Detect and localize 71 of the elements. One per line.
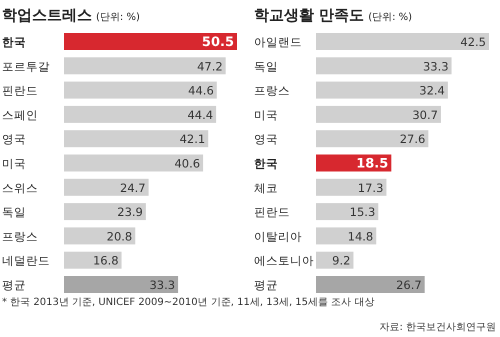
y-tick-label: 이탈리아 xyxy=(254,229,302,244)
chart-subtitle: (단위: %) xyxy=(96,12,140,23)
bar xyxy=(64,276,178,293)
y-tick-label: 독일 xyxy=(254,59,278,74)
data-label: 44.4 xyxy=(187,108,214,122)
bar xyxy=(64,178,149,196)
y-tick-label: 핀란드 xyxy=(254,205,290,220)
data-label: 50.5 xyxy=(202,35,234,50)
data-label: 20.8 xyxy=(106,229,132,244)
data-label: 9.2 xyxy=(332,254,350,268)
bar xyxy=(64,252,122,269)
text: 자료: 한국보건사회연구원 xyxy=(379,322,496,333)
data-label: 42.5 xyxy=(460,35,486,49)
y-tick-label: 스페인 xyxy=(2,108,38,122)
y-tick-label: 한국 xyxy=(254,156,278,170)
data-label: 32.4 xyxy=(419,84,445,98)
annotation: * 한국 2013년 기준, UNICEF 2009~2010년 기준, 11세, 13세, 15세를 조사 대상 xyxy=(2,297,374,308)
y-tick-label: 프랑스 xyxy=(254,84,290,98)
data-label: 15.3 xyxy=(350,205,376,220)
bar xyxy=(316,82,448,99)
y-tick-label: 포르투갈 xyxy=(2,59,50,74)
data-label: 26.7 xyxy=(396,278,422,292)
y-tick-label: 체코 xyxy=(254,180,278,195)
data-label: 47.2 xyxy=(197,59,223,74)
data-label: 14.8 xyxy=(348,229,374,244)
chart-title: 학교생활 만족도 xyxy=(254,6,364,24)
data-label: 17.3 xyxy=(358,180,384,195)
bar xyxy=(64,33,237,50)
bar xyxy=(316,57,452,74)
bar xyxy=(64,227,136,244)
y-tick-label: 핀란드 xyxy=(2,84,38,98)
chart-subtitle: (단위: %) xyxy=(368,12,412,23)
y-tick-label: 프랑스 xyxy=(2,229,38,244)
data-label: 23.9 xyxy=(117,205,143,220)
y-tick-label: 평균 xyxy=(254,278,278,292)
bar xyxy=(64,130,208,148)
y-tick-label: 영국 xyxy=(2,132,26,146)
y-tick-label: 에스토니아 xyxy=(254,254,314,268)
y-tick-label: 아일랜드 xyxy=(254,35,302,49)
chart-title: 학업스트레스 xyxy=(2,6,92,24)
data-label: 33.3 xyxy=(149,278,176,292)
bar xyxy=(64,57,226,74)
bar xyxy=(64,82,217,99)
bar xyxy=(64,154,204,172)
bar xyxy=(316,130,428,148)
bar xyxy=(316,227,376,244)
data-label: 16.8 xyxy=(92,254,119,268)
data-label: 33.3 xyxy=(422,59,449,74)
y-tick-label: 독일 xyxy=(2,205,26,220)
y-tick-label: 평균 xyxy=(2,278,26,292)
bar xyxy=(316,106,441,123)
data-label: 40.6 xyxy=(174,156,200,170)
data-label: 44.6 xyxy=(188,84,214,98)
data-label: 24.7 xyxy=(120,180,146,195)
y-tick-label: 미국 xyxy=(254,108,278,122)
data-label: 42.1 xyxy=(180,132,206,146)
y-tick-label: 미국 xyxy=(2,156,26,170)
y-tick-label: 스위스 xyxy=(2,180,38,195)
bar xyxy=(316,203,378,220)
y-tick-label: 영국 xyxy=(254,132,278,146)
bar xyxy=(316,276,425,293)
bar xyxy=(316,178,386,196)
bar xyxy=(316,33,489,50)
y-tick-label: 한국 xyxy=(2,35,26,49)
bar xyxy=(316,252,354,269)
y-tick-label: 네덜란드 xyxy=(2,254,50,268)
bar xyxy=(64,106,216,123)
data-label: 30.7 xyxy=(412,108,438,122)
data-label: 27.6 xyxy=(400,132,426,146)
bar xyxy=(64,203,146,220)
data-label: 18.5 xyxy=(356,156,388,172)
